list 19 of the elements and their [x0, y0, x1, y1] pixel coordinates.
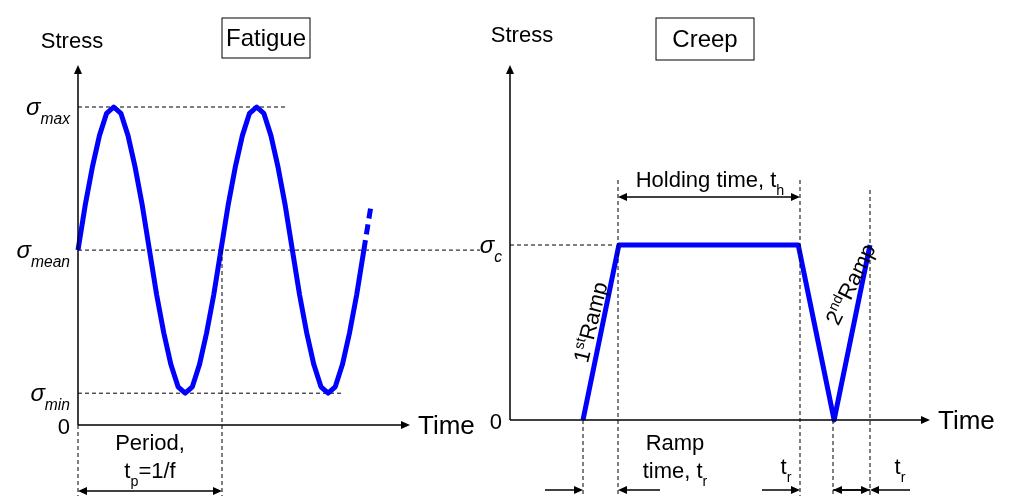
- x-axis-title: Time: [418, 410, 475, 440]
- y-axis-title: Stress: [40, 28, 104, 53]
- chart-title: Fatigue: [225, 24, 307, 51]
- text: t$_{r}$: [894, 454, 906, 485]
- y-axis-title: Stress: [490, 22, 554, 47]
- chart-title: Creep: [672, 25, 738, 52]
- ref-line-label: σ$_{max}$: [26, 93, 72, 127]
- text: 0: [57, 414, 70, 439]
- ref-line-label: σ$_{mean}$: [16, 236, 70, 270]
- text: 0: [489, 409, 502, 434]
- text: Ramp: [645, 430, 705, 455]
- text: t$_{r}$: [780, 454, 792, 485]
- text: t$_{p}$=1/f: [124, 458, 177, 489]
- text: Holding time, t$_{h}$: [635, 167, 785, 198]
- text: time, t$_{r}$: [642, 458, 708, 489]
- x-axis-title: Time: [938, 405, 995, 435]
- ref-line-label: σ$_{c}$: [479, 231, 503, 265]
- text: Period,: [115, 430, 185, 455]
- ref-line-label: σ$_{min}$: [30, 379, 70, 413]
